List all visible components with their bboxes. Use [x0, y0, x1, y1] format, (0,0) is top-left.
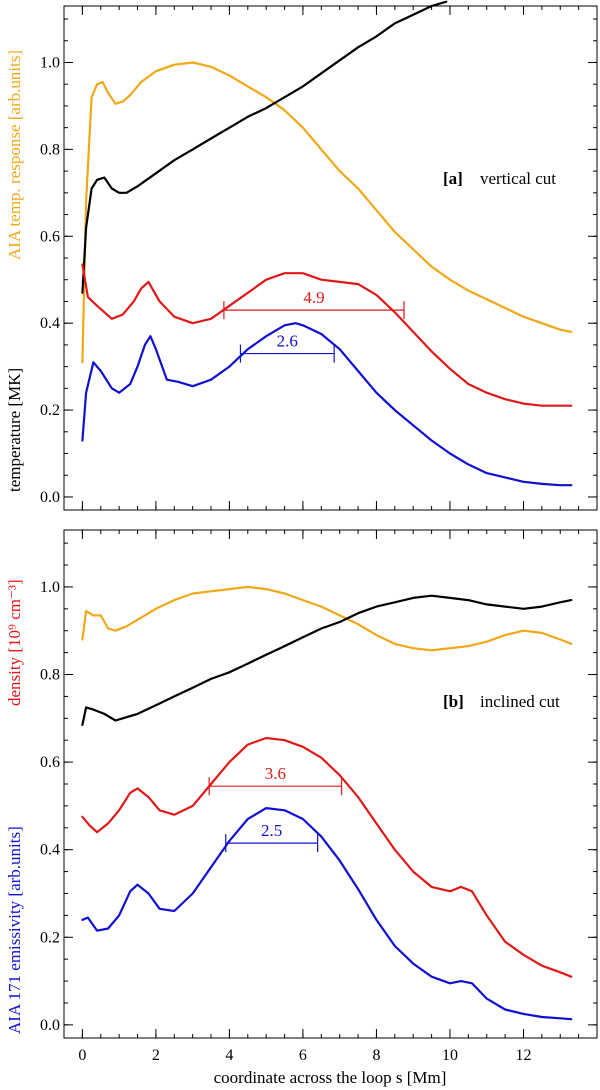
panel-b-width-label-blue: 2.5 [261, 821, 282, 840]
panel-a-series-red [81, 263, 573, 407]
panel-a-ytick-label: 1.0 [40, 54, 60, 71]
panel-a-width-marker-blue: 2.6 [239, 332, 335, 363]
panel-b-ylabel-red: density [10⁹ cm⁻³] [5, 579, 24, 706]
panel-a-series-yellow [81, 61, 573, 364]
panel-b-ytick-label: 0.0 [40, 1017, 60, 1034]
panel-a-width-label-red: 4.9 [303, 288, 324, 307]
panel-a: 4.9 2.6 0.0 0.2 0.4 0.6 0.8 1.0 [a] vertical c… [5, 0, 598, 511]
panel-b-ytick-label: 0.8 [40, 667, 60, 684]
panel-b-series-blue [81, 806, 573, 1021]
panel-a-plot-area: 4.9 2.6 [81, 0, 573, 487]
panel-b-xtick-label: 8 [372, 1047, 380, 1064]
panel-a-ytick-label: 0.6 [40, 228, 60, 245]
x-axis-label: coordinate across the loop s [Mm] [214, 1068, 447, 1087]
panel-a-series-blue [81, 322, 573, 487]
panel-a-width-label-blue: 2.6 [277, 332, 298, 351]
panel-b-ticks: 0.0 0.2 0.4 0.6 0.8 1.0 0 2 4 6 8 10 12 [40, 530, 598, 1064]
panel-b: 3.6 2.5 0.0 0.2 0.4 0.6 0.8 1.0 0 2 4 6 8 10 12 [b] i… [5, 529, 598, 1064]
panel-a-ylabel-yellow: AIA temp. response [arb.units] [5, 50, 24, 260]
panel-a-description: vertical cut [480, 169, 556, 188]
panel-b-xtick-label: 10 [442, 1047, 458, 1064]
panel-a-ytick-label: 0.8 [40, 141, 60, 158]
panel-b-xtick-label: 12 [515, 1047, 531, 1064]
panel-b-width-marker-blue: 2.5 [225, 821, 319, 853]
panel-b-frame [63, 529, 598, 1039]
panel-b-description: inclined cut [480, 692, 560, 711]
panel-a-ytick-label: 0.2 [40, 402, 60, 419]
panel-a-tag: [a] [443, 169, 463, 188]
panel-b-tag: [b] [443, 692, 464, 711]
panel-b-xtick-label: 4 [225, 1047, 233, 1064]
panel-b-plot-area: 3.6 2.5 [81, 585, 573, 1021]
panel-a-ytick-label: 0.0 [40, 489, 60, 506]
panel-b-ytick-label: 0.2 [40, 929, 60, 946]
panel-b-xtick-label: 6 [299, 1047, 307, 1064]
panel-b-ytick-label: 0.6 [40, 754, 60, 771]
panel-a-width-marker-red: 4.9 [223, 288, 405, 320]
panel-b-xtick-label: 0 [78, 1047, 86, 1064]
panel-b-series-yellow [81, 585, 573, 652]
panel-a-frame [63, 5, 598, 511]
panel-b-series-black [81, 594, 573, 727]
panel-a-ticks: 0.0 0.2 0.4 0.6 0.8 1.0 [40, 6, 598, 510]
panel-b-ytick-label: 1.0 [40, 579, 60, 596]
panel-b-width-label-red: 3.6 [265, 764, 286, 783]
panel-a-ytick-label: 0.4 [40, 315, 60, 332]
panel-b-ylabel-blue: AIA 171 emissivity [arb.units] [5, 826, 24, 1034]
panel-b-xtick-label: 2 [152, 1047, 160, 1064]
panel-a-series-black [81, 0, 448, 294]
panel-b-ytick-label: 0.4 [40, 842, 60, 859]
panel-b-series-red [81, 736, 573, 978]
panel-a-ylabel-black: temperature [MK] [5, 368, 24, 492]
panel-b-width-marker-red: 3.6 [208, 764, 343, 796]
